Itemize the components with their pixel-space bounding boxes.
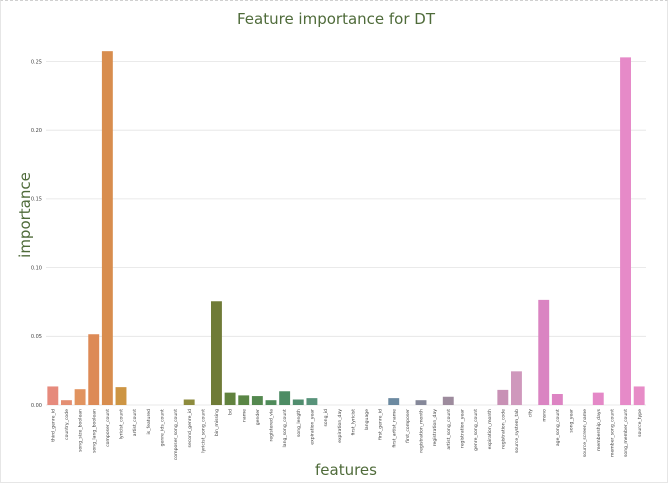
- x-tick-label: genre_song_count: [473, 409, 479, 451]
- x-tick-label: membership_days: [596, 408, 602, 451]
- x-tick-label: first_artist_name: [391, 409, 397, 448]
- x-tick-label: bd: [228, 409, 234, 415]
- bar-artist-song-count: [442, 396, 454, 405]
- bar-gender: [251, 396, 263, 405]
- x-tick-label: second_genre_id: [187, 409, 193, 448]
- x-tick-label: expiration_year: [310, 409, 316, 445]
- y-tick-label: 0.00: [31, 403, 42, 409]
- x-tick-label: artist_count: [132, 409, 138, 436]
- x-tick-label: source_screen_name: [582, 409, 588, 457]
- bar-expiration-year: [306, 398, 318, 405]
- x-tick-label: first_genre_id: [378, 409, 384, 440]
- x-tick-label: song_lang_boolean: [91, 409, 97, 453]
- x-tick-label: registration_year: [460, 409, 466, 448]
- bar-third-genre-id: [47, 386, 59, 405]
- y-axis-label: importance: [16, 172, 34, 258]
- x-tick-label: first_composer: [405, 409, 411, 443]
- bar-bd: [224, 392, 236, 405]
- bar-song-size-boolean: [74, 389, 86, 405]
- bar-source-type: [633, 386, 645, 405]
- x-tick-label: country_code: [64, 409, 70, 440]
- bar-source-system-tab: [511, 371, 522, 405]
- bar-country-code: [61, 400, 72, 405]
- x-tick-label: city: [528, 409, 534, 418]
- grid-layer: [46, 61, 646, 406]
- bar-name: [238, 395, 250, 405]
- bar-age-song-count: [551, 394, 563, 405]
- x-tick-label: expiration_month: [487, 409, 493, 449]
- bar-registered-via: [265, 400, 277, 405]
- x-tick-label: song_size_boolean: [78, 409, 84, 452]
- x-tick-label: registration_code: [500, 409, 506, 449]
- x-tick-label: composer_song_count: [173, 409, 179, 460]
- bar-lang-song-count: [279, 391, 291, 405]
- x-tick-label: song_length: [296, 409, 302, 437]
- bar-composer-count: [101, 51, 113, 405]
- chart-title: Feature importance for DT: [237, 10, 436, 28]
- x-tick-label: composer_count: [105, 409, 111, 447]
- x-tick-label: lyricist_song_count: [200, 409, 206, 453]
- y-tick-label: 0.15: [31, 197, 42, 203]
- x-tick-label: registered_via: [269, 409, 275, 442]
- y-tick-label: 0.10: [31, 265, 42, 271]
- x-tick-label: genre_ids_count: [160, 409, 166, 447]
- x-tick-label: language: [364, 409, 370, 431]
- x-tick-label: artist_song_count: [446, 409, 452, 450]
- x-tick-label: lang_song_count: [282, 409, 288, 448]
- bar-song-member-count: [620, 57, 631, 406]
- x-tick-label: registration_day: [432, 409, 438, 447]
- x-tick-label: member_song_count: [610, 409, 616, 457]
- bar-song-length: [292, 399, 304, 405]
- bar-first-artist-name: [388, 398, 400, 405]
- x-axis-label: features: [315, 461, 377, 479]
- x-tick-label: msno: [542, 409, 547, 422]
- bar-lyricist-count: [115, 387, 127, 405]
- bar-registration-month: [415, 400, 427, 405]
- bar-membership-days: [592, 392, 604, 405]
- x-axis-ticks: third_genre_id country_code song_size_bool…: [50, 408, 642, 460]
- x-tick-label: gender: [255, 409, 261, 425]
- bar-second-genre-id: [183, 399, 195, 405]
- x-tick-label: song_id: [323, 409, 329, 427]
- y-tick-label: 0.20: [31, 128, 42, 134]
- bar-registration-code: [497, 389, 509, 405]
- x-tick-label: age_song_count: [555, 409, 561, 446]
- y-tick-label: 0.25: [31, 59, 42, 65]
- bar-layer: [47, 51, 645, 406]
- x-tick-label: is_featured: [146, 409, 152, 435]
- x-tick-label: source_type: [637, 409, 643, 437]
- x-tick-label: registration_month: [419, 409, 425, 453]
- x-tick-label: song_year: [569, 409, 575, 433]
- x-tick-label: source_system_tab: [514, 409, 520, 453]
- bar-song-lang-boolean: [88, 334, 100, 405]
- x-tick-label: first_lyricist: [350, 409, 356, 436]
- bar-msno: [538, 299, 550, 405]
- x-tick-label: lyricist_count: [119, 409, 125, 440]
- x-tick-label: name: [242, 409, 247, 422]
- bar-bin-missing: [211, 301, 222, 405]
- y-axis-ticks: 0.00 0.05 0.10 0.15 0.20 0.25: [31, 59, 42, 409]
- y-tick-label: 0.05: [31, 334, 42, 340]
- x-tick-label: song_member_count: [623, 409, 629, 457]
- x-tick-label: bin_missing: [214, 409, 220, 436]
- x-tick-label: expiration_day: [337, 409, 343, 443]
- x-tick-label: third_genre_id: [50, 409, 56, 442]
